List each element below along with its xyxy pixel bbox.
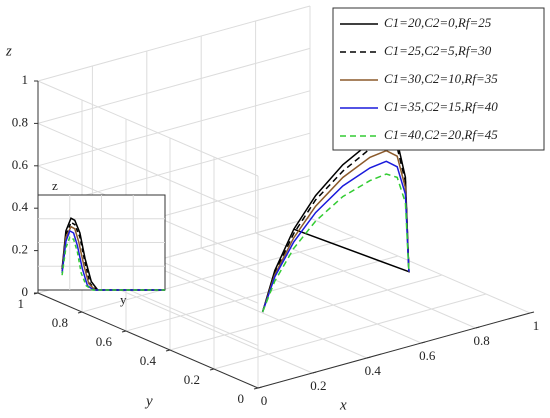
grid-line bbox=[81, 236, 355, 313]
x-tick bbox=[366, 356, 371, 359]
x-tick bbox=[421, 341, 426, 344]
x-axis-label: x bbox=[339, 397, 347, 413]
grid-line bbox=[92, 277, 313, 374]
x-tick bbox=[475, 326, 480, 329]
grid-line bbox=[169, 274, 443, 351]
z-tick-label: 0.4 bbox=[12, 199, 29, 214]
x-tick-label: 1 bbox=[533, 318, 540, 333]
y-tick bbox=[253, 387, 259, 390]
z-tick-label: 0 bbox=[22, 284, 29, 299]
grid-line bbox=[125, 255, 399, 332]
y-tick-label: 1 bbox=[18, 296, 25, 311]
grid-line bbox=[37, 80, 259, 177]
z-axis-label: z bbox=[5, 43, 12, 59]
grid-line bbox=[146, 262, 367, 359]
x-tick bbox=[257, 386, 263, 389]
y-tick-label: 0.4 bbox=[140, 353, 157, 368]
legend-label: C1=35,C2=15,Rf=40 bbox=[384, 99, 498, 114]
y-tick bbox=[209, 368, 215, 371]
grid-line bbox=[37, 47, 311, 124]
y-tick-label: 0.2 bbox=[184, 372, 200, 387]
z-tick-label: 0.2 bbox=[12, 242, 28, 257]
grid-line bbox=[213, 293, 487, 370]
x-tick-label: 0.6 bbox=[419, 348, 436, 363]
x-tick-label: 0.8 bbox=[473, 333, 489, 348]
y-tick bbox=[77, 311, 83, 314]
legend-box bbox=[332, 7, 545, 151]
legend-label: C1=25,C2=5,Rf=30 bbox=[384, 43, 492, 58]
z-tick-label: 1 bbox=[22, 72, 29, 87]
inset-y-label: z bbox=[52, 178, 58, 193]
series-line bbox=[261, 141, 410, 313]
inset-line bbox=[61, 221, 165, 291]
legend-label: C1=40,C2=20,Rf=45 bbox=[384, 127, 498, 142]
legend-label: C1=20,C2=0,Rf=25 bbox=[384, 15, 492, 30]
x-tick-label: 0.4 bbox=[365, 363, 382, 378]
grid-line bbox=[37, 5, 311, 82]
x-axis bbox=[257, 312, 531, 389]
grid-line bbox=[37, 122, 259, 219]
y-tick bbox=[121, 330, 127, 333]
inset-x-label: y bbox=[120, 292, 127, 307]
y-axis-label: y bbox=[144, 393, 153, 409]
grid-line bbox=[37, 90, 311, 167]
z-tick-label: 0.6 bbox=[12, 157, 29, 172]
y-tick-label: 0 bbox=[238, 391, 245, 406]
x-tick bbox=[529, 311, 535, 314]
y-tick-label: 0.6 bbox=[96, 334, 113, 349]
x-tick bbox=[312, 371, 317, 374]
y-axis bbox=[37, 292, 259, 389]
legend-label: C1=30,C2=10,Rf=35 bbox=[384, 71, 498, 86]
x-tick-label: 0.2 bbox=[310, 378, 326, 393]
x-tick-label: 0 bbox=[261, 393, 268, 408]
y-tick-label: 0.8 bbox=[52, 315, 68, 330]
y-tick bbox=[165, 349, 171, 352]
grid-line bbox=[309, 217, 531, 314]
grid-line bbox=[201, 247, 422, 344]
inset-line bbox=[61, 229, 165, 291]
z-tick-label: 0.8 bbox=[12, 114, 28, 129]
series-line bbox=[261, 173, 410, 313]
grid-line bbox=[255, 232, 476, 329]
